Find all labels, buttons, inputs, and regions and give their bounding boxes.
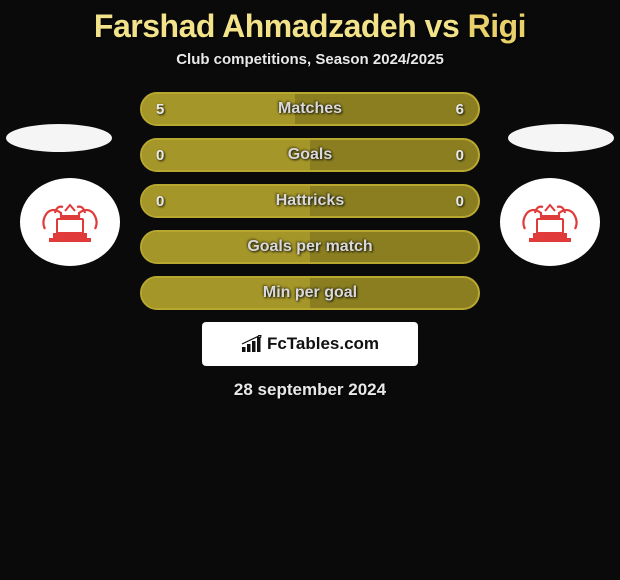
stat-value-right: 0 xyxy=(456,147,464,164)
stat-label: Min per goal xyxy=(263,284,357,302)
stat-bar-left-fill xyxy=(142,94,295,124)
stat-bar: Min per goal xyxy=(140,276,480,310)
stat-label: Goals per match xyxy=(247,238,372,256)
vs-word: vs xyxy=(425,8,468,44)
site-badge[interactable]: FcTables.com xyxy=(202,322,418,366)
stat-label: Goals xyxy=(288,146,332,164)
chart-icon xyxy=(241,335,263,353)
stat-row: Min per goal xyxy=(0,276,620,310)
comparison-card: Farshad Ahmadzadeh vs Rigi Club competit… xyxy=(0,0,620,442)
stat-value-right: 6 xyxy=(456,101,464,118)
stat-value-left: 0 xyxy=(156,193,164,210)
stat-value-right: 0 xyxy=(456,193,464,210)
stat-row: 0 Goals 0 xyxy=(0,138,620,172)
subtitle: Club competitions, Season 2024/2025 xyxy=(0,51,620,68)
player-2-name: Rigi xyxy=(468,8,526,44)
player-1-name: Farshad Ahmadzadeh xyxy=(94,8,416,44)
stat-row: 0 Hattricks 0 xyxy=(0,184,620,218)
stat-bar: Goals per match xyxy=(140,230,480,264)
stat-row: 5 Matches 6 xyxy=(0,92,620,126)
stat-label: Matches xyxy=(278,100,342,118)
stat-bar: 0 Hattricks 0 xyxy=(140,184,480,218)
date: 28 september 2024 xyxy=(0,380,620,400)
stat-value-left: 5 xyxy=(156,101,164,118)
stat-bar-left-fill xyxy=(142,140,310,170)
stat-label: Hattricks xyxy=(276,192,344,210)
page-title: Farshad Ahmadzadeh vs Rigi xyxy=(0,8,620,45)
stat-value-left: 0 xyxy=(156,147,164,164)
stats-list: 5 Matches 6 0 Goals 0 0 Hattricks 0 Goals per mat… xyxy=(0,92,620,310)
stat-row: Goals per match xyxy=(0,230,620,264)
stat-bar: 5 Matches 6 xyxy=(140,92,480,126)
site-name: FcTables.com xyxy=(267,334,379,354)
stat-bar: 0 Goals 0 xyxy=(140,138,480,172)
